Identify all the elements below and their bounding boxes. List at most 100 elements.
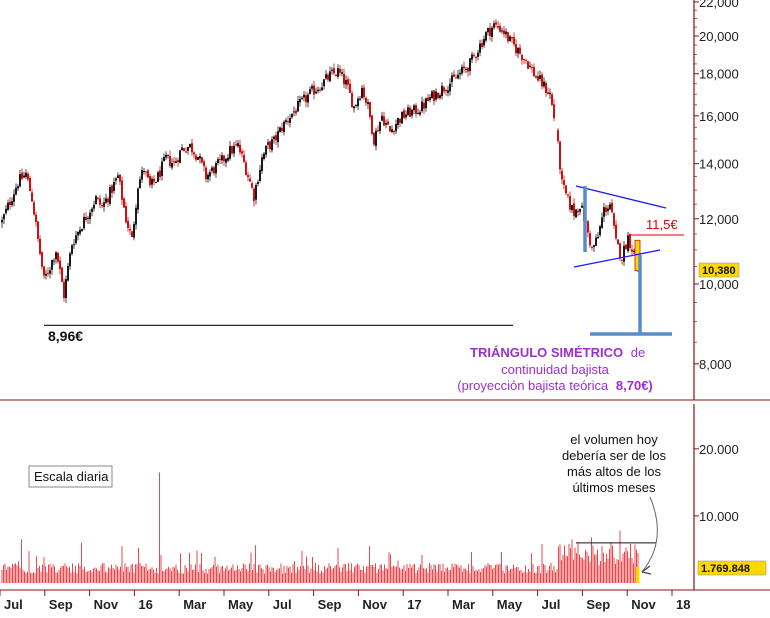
candle-body [143,171,145,173]
candle-body [401,111,403,124]
triangle-line3: (proyección bajista teórica 8,70€) [457,378,653,393]
price-overlays [44,185,684,336]
candle-body [357,98,359,107]
x-tick-label: 16 [138,597,152,612]
candle-body [617,239,619,245]
candle-body [15,187,17,195]
candle-body [591,246,593,248]
candle-body [603,207,605,217]
candle-body [461,66,463,74]
candle-body [3,214,5,220]
x-tick-label: May [228,597,254,612]
candle-body [215,163,217,174]
candle-body [501,30,503,32]
volume-arrow-head [641,565,652,575]
candle-body [49,270,51,274]
x-tick-label: 17 [407,597,421,612]
candle-body [53,260,55,262]
x-tick-label: Mar [183,597,206,612]
x-tick-label: May [497,597,523,612]
candle-body [265,145,267,155]
candle-body [335,74,337,76]
triangle-title: TRIÁNGULO SIMÉTRICO de [470,345,645,360]
candle-body [431,91,433,98]
candle-body [191,143,193,153]
candle-body [141,170,143,180]
volume-bars [1,472,640,583]
candle-body [177,160,179,163]
triangle-line2: continuidad bajista [501,362,609,377]
candle-body [139,179,141,189]
candle-body [81,229,83,232]
candle-body [385,122,387,125]
candle-body [323,79,325,87]
candle-body [623,245,625,262]
candle-body [149,175,151,186]
price-tick-label: 8,000 [699,357,732,372]
candle-body [493,23,495,28]
candle-body [181,147,183,151]
volume-note-3: más altos de los [567,464,661,479]
candle-body [447,90,449,93]
candle-body [517,48,519,54]
candle-body [145,171,147,173]
candle-body [485,32,487,41]
candle-body [21,172,23,179]
candle-body [43,266,45,276]
price-tick-label: 14,000 [699,157,739,172]
volume-note-2: debería ser de los [562,448,667,463]
candle-body [453,74,455,77]
candle-body [507,32,509,42]
candle-body [175,161,177,164]
triangle-title-main: TRIÁNGULO SIMÉTRICO [470,345,623,360]
candle-body [495,22,497,25]
candle-body [483,38,485,46]
candle-body [497,25,499,28]
candle-body [463,66,465,69]
candle-body [527,61,529,69]
candle-body [225,158,227,163]
candle-body [171,163,173,168]
candle-body [137,188,139,210]
candle-body [455,77,457,79]
candle-body [491,27,493,37]
candle-body [337,68,339,77]
candle-body [55,252,57,260]
candle-body [211,167,213,171]
candle-body [183,148,185,151]
candle-body [611,202,613,213]
candle-body [103,202,105,207]
candle-body [525,59,527,61]
candle-body [179,150,181,163]
last-volume-text: 1.769.848 [701,563,750,575]
candle-body [521,54,523,61]
candle-body [87,217,89,219]
triangle-title-suffix: de [631,345,645,360]
candle-body [91,208,93,212]
candle-body [359,98,361,100]
candle-body [489,27,491,37]
candle-body [579,208,581,212]
candle-body [151,178,153,185]
candle-body [471,54,473,60]
x-tick-label: Sep [318,597,342,612]
candle-body [605,207,607,213]
candle-body [373,132,375,145]
volume-note-1: el volumen hoy [570,432,658,447]
candle-body [89,212,91,219]
candle-body [223,155,225,162]
candle-body [245,162,247,176]
candle-body [201,157,203,163]
candle-body [37,221,39,239]
candle-body [419,112,421,115]
price-tick-label: 12,000 [699,212,739,227]
candle-body [547,92,549,95]
candle-body [349,83,351,93]
candle-body [341,72,343,74]
candle-body [621,259,623,261]
x-tick-label: Nov [94,597,119,612]
candle-body [347,79,349,85]
candle-body [355,104,357,106]
candle-body [45,273,47,276]
